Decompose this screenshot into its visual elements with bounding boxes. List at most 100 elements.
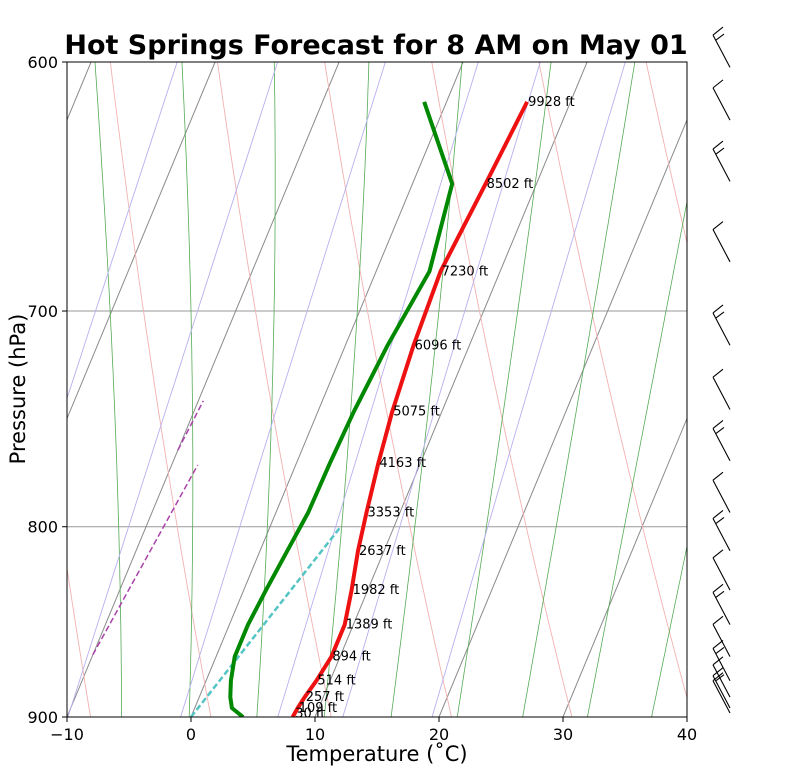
height-label: 514 ft [317,674,355,689]
wind-barb-flag [712,304,724,314]
background-lines [67,62,687,717]
isotherm [190,62,464,717]
height-label: 5075 ft [393,405,440,420]
wind-barb [712,510,731,552]
isotherm [314,62,588,717]
wind-barb-staff [712,479,731,513]
wind-barb-flag [715,517,725,524]
wind-barb-flag [712,510,724,519]
wind-barb-flag [712,639,724,649]
chart-title: Hot Springs Forecast for 8 AM on May 01 [64,30,687,61]
height-label: 8502 ft [487,177,534,192]
x-tick-label: 30 [553,725,573,744]
y-tick-label: 900 [27,708,58,727]
moist-adiabat [586,199,687,717]
moist-adiabat [522,62,636,717]
height-label: 6096 ft [415,338,462,353]
moist-adiabat [456,62,552,717]
x-tick-label: 0 [186,725,196,744]
wind-barb-staff [712,557,731,591]
moist-adiabat [94,62,122,717]
wind-barb-flag [715,590,725,598]
wind-barb-flag [712,583,724,593]
height-labels: 9928 ft 8502 ft 7230 ft 6096 ft 5075 ft 4163 … [295,95,575,722]
wind-barb-flag [712,79,724,89]
dry-adiabat [645,62,687,245]
plot-frame [66,61,688,718]
y-tick-label: 800 [27,518,58,537]
isotherm [67,62,340,717]
wind-barb-flag [715,646,725,654]
wind-barb-staff [712,34,731,68]
wind-barb-staff [712,664,731,698]
height-label: 257 ft [306,690,344,705]
wind-barb [712,26,731,68]
wind-barb [712,639,731,681]
isotherm [438,118,687,717]
wind-barb-staff [712,518,731,552]
height-label: 3353 ft [368,506,415,521]
moist-adiabat [651,544,687,717]
wind-barb-staff [712,624,731,657]
dry-adiabat [109,62,212,717]
height-label: 2637 ft [359,544,406,559]
wind-barbs [712,26,731,714]
wind-barb-flag [715,147,725,155]
wind-barb [712,615,731,657]
wind-barb-flag [712,26,724,36]
mixing-ratio-line [342,62,541,717]
wind-barb-flag [715,33,725,41]
wind-barb-flag [712,615,724,625]
x-axis-ticks: −10 0 10 20 30 40 [50,717,697,744]
x-axis-label: Temperature (˚C) [285,742,467,766]
y-tick-label: 700 [27,302,58,321]
height-label: 4163 ft [379,456,426,471]
mixing-ratio-line [180,62,386,717]
dry-adiabat [538,62,687,700]
wind-barb [712,304,731,346]
wind-barb-staff [712,229,731,263]
mixing-ratio-line [431,62,626,717]
y-axis-label: Pressure (hPa) [6,314,30,465]
x-tick-label: −10 [50,725,84,744]
wind-barb-flag [715,427,725,434]
dry-adiabat [216,62,332,717]
wind-barb-flag [712,140,724,150]
temperature-profile [290,100,529,717]
reference-dashed-line-b [177,400,204,451]
wind-barb-staff [712,87,731,121]
wind-barb-staff [712,592,731,625]
wind-barb-flag [715,311,725,319]
height-label: 1389 ft [346,618,393,633]
wind-barb-flag [712,672,724,682]
wind-barb-staff [712,680,731,714]
wind-barb-flag [712,667,724,677]
dry-adiabat [324,62,452,717]
height-label: 7230 ft [442,264,489,279]
wind-barb [712,221,731,263]
wind-barb-staff [712,428,731,462]
x-tick-label: 20 [429,725,449,744]
mixing-ratio-line [67,62,279,717]
wind-barb-staff [712,148,731,182]
wind-barb [712,79,731,121]
wind-barb-staff [712,376,731,410]
mixing-ratio-line [67,62,178,400]
wind-barb-flag [712,368,724,378]
wind-barb [712,667,731,709]
wind-barb [712,471,731,513]
height-label: 894 ft [332,650,370,665]
wind-barb-flag [712,221,724,230]
wind-barb [712,656,731,698]
sounding-profiles [228,100,529,717]
height-label: 1982 ft [353,583,400,598]
parcel-path-dashed [190,525,342,717]
height-label: 109 ft [299,701,337,716]
wind-barb [712,583,731,625]
x-tick-label: 10 [305,725,325,744]
wind-barb-staff [712,675,731,709]
wind-barb-flag [712,656,724,666]
wind-barb [712,368,731,410]
dewpoint-profile [228,101,455,717]
